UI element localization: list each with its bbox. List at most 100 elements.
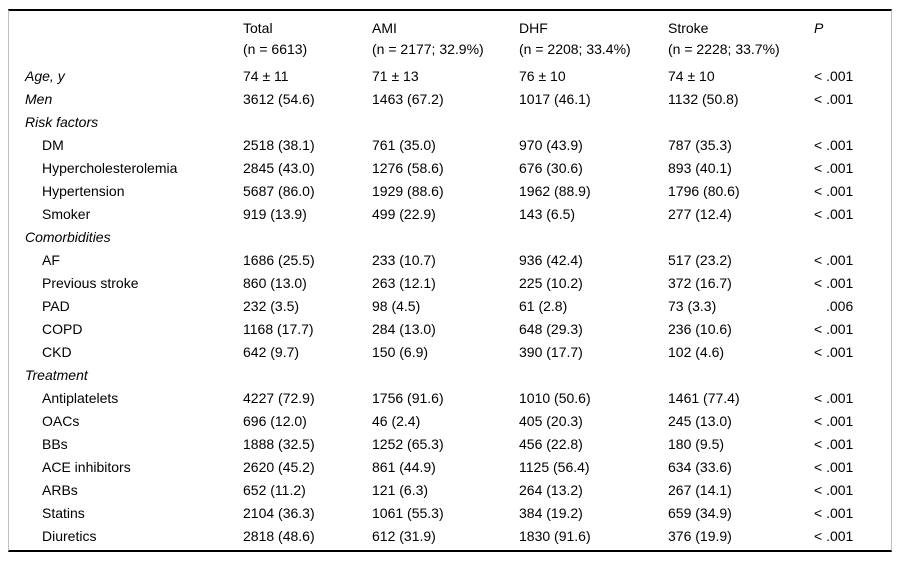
cell-value: 1125 (56.4) [519, 459, 590, 475]
cell-value: 405 (20.3) [519, 413, 583, 429]
cell-total [243, 364, 372, 387]
cell-ami: 233 (10.7) [372, 249, 519, 272]
cell-total: 652 (11.2) [243, 479, 372, 502]
cell-p-value: < .001 [814, 502, 891, 525]
cell-dhf: 648 (29.3) [519, 318, 668, 341]
cell-value: 1686 (25.5) [243, 252, 315, 268]
row-label: Risk factors [25, 114, 99, 130]
row-label-cell: Treatment [9, 364, 243, 387]
cell-stroke: 1796 (80.6) [668, 180, 814, 203]
cell-value: < .001 [814, 459, 854, 475]
row-label: CKD [42, 344, 72, 360]
cell-value: 761 (35.0) [372, 137, 436, 153]
cell-stroke [668, 111, 814, 134]
table-row: ARBs 652 (11.2) 121 (6.3) 264 (13.2) 267… [9, 479, 891, 502]
cell-value: < .001 [814, 68, 854, 84]
column-header-subtext: (n = 2177; 32.9%) [372, 41, 484, 57]
cell-stroke [668, 226, 814, 249]
cell-stroke: 245 (13.0) [668, 410, 814, 433]
cell-stroke: 277 (12.4) [668, 203, 814, 226]
cell-p-value: < .001 [814, 479, 891, 502]
cell-value: 232 (3.5) [243, 298, 300, 314]
cell-value: 696 (12.0) [243, 413, 307, 429]
cell-value: 659 (34.9) [668, 505, 732, 521]
cell-value: 1132 (50.8) [668, 91, 739, 107]
cell-value: 61 (2.8) [519, 298, 568, 314]
row-label: ARBs [42, 482, 78, 498]
cell-value: < .001 [814, 436, 854, 452]
cell-dhf [519, 226, 668, 249]
table-row: Diuretics 2818 (48.6) 612 (31.9) 1830 (9… [9, 525, 891, 548]
row-label: Smoker [42, 206, 91, 222]
cell-stroke: 74 ± 10 [668, 65, 814, 88]
column-header-total: Total (n = 6613) [243, 11, 372, 65]
cell-value: 121 (6.3) [372, 482, 429, 498]
cell-value: < .001 [814, 91, 854, 107]
row-label-cell: DM [9, 134, 243, 157]
cell-value: 102 (4.6) [668, 344, 725, 360]
cell-value: < .001 [814, 390, 854, 406]
cell-value: 634 (33.6) [668, 459, 732, 475]
cell-value: 277 (12.4) [668, 206, 732, 222]
row-label-cell: Comorbidities [9, 226, 243, 249]
cell-value: < .001 [814, 321, 854, 337]
table-row: ACE inhibitors 2620 (45.2) 861 (44.9) 11… [9, 456, 891, 479]
cell-value: 2620 (45.2) [243, 459, 315, 475]
table-row: Smoker 919 (13.9) 499 (22.9) 143 (6.5) 2… [9, 203, 891, 226]
cell-p-value: < .001 [814, 456, 891, 479]
column-header-label: P [814, 20, 824, 36]
cell-p-value: < .001 [814, 272, 891, 295]
table-row: Treatment [9, 364, 891, 387]
column-header-stroke: Stroke (n = 2228; 33.7%) [668, 11, 814, 65]
cell-value: 642 (9.7) [243, 344, 300, 360]
cell-total: 2104 (36.3) [243, 502, 372, 525]
column-header-subtext: (n = 6613) [243, 41, 308, 57]
cell-value: 98 (4.5) [372, 298, 421, 314]
cell-value: 1830 (91.6) [519, 528, 591, 544]
cell-value: 180 (9.5) [668, 436, 725, 452]
cell-dhf: 264 (13.2) [519, 479, 668, 502]
cell-dhf: 405 (20.3) [519, 410, 668, 433]
cell-total: 2518 (38.1) [243, 134, 372, 157]
cell-stroke: 376 (19.9) [668, 525, 814, 548]
cell-p-value: < .001 [814, 387, 891, 410]
cell-ami: 284 (13.0) [372, 318, 519, 341]
cell-total: 642 (9.7) [243, 341, 372, 364]
cell-ami: 46 (2.4) [372, 410, 519, 433]
cell-p-value [814, 364, 891, 387]
table-row: COPD 1168 (17.7) 284 (13.0) 648 (29.3) 2… [9, 318, 891, 341]
table-row: BBs 1888 (32.5) 1252 (65.3) 456 (22.8) 1… [9, 433, 891, 456]
cell-ami: 1276 (58.6) [372, 157, 519, 180]
row-label-cell: Previous stroke [9, 272, 243, 295]
cell-value: 73 (3.3) [668, 298, 717, 314]
cell-dhf: 1010 (50.6) [519, 387, 668, 410]
table-row: OACs 696 (12.0) 46 (2.4) 405 (20.3) 245 … [9, 410, 891, 433]
column-header-label: AMI [372, 20, 397, 36]
cell-value: 71 ± 13 [372, 68, 419, 84]
cell-value: 233 (10.7) [372, 252, 436, 268]
table-frame: Total (n = 6613) AMI (n = 2177; 32.9%) D… [8, 9, 892, 552]
row-label-cell: Risk factors [9, 111, 243, 134]
cell-value: 970 (43.9) [519, 137, 583, 153]
cell-value: 1461 (77.4) [668, 390, 740, 406]
row-label: COPD [42, 321, 83, 337]
cell-ami: 1756 (91.6) [372, 387, 519, 410]
cell-stroke: 1132 (50.8) [668, 88, 814, 111]
cell-value: < .001 [814, 137, 854, 153]
cell-stroke: 787 (35.3) [668, 134, 814, 157]
cell-stroke [668, 364, 814, 387]
cell-total: 2845 (43.0) [243, 157, 372, 180]
cell-value: 499 (22.9) [372, 206, 436, 222]
cell-value: 2845 (43.0) [243, 160, 315, 176]
cell-total [243, 111, 372, 134]
cell-dhf: 390 (17.7) [519, 341, 668, 364]
cell-value: 1463 (67.2) [372, 91, 444, 107]
cell-value: < .001 [814, 252, 854, 268]
cell-p-value: < .001 [814, 249, 891, 272]
table-row: Risk factors [9, 111, 891, 134]
row-label: Age, y [25, 68, 65, 84]
table-row: DM 2518 (38.1) 761 (35.0) 970 (43.9) 787… [9, 134, 891, 157]
cell-ami: 1061 (55.3) [372, 502, 519, 525]
cell-value: 787 (35.3) [668, 137, 732, 153]
cell-stroke: 267 (14.1) [668, 479, 814, 502]
